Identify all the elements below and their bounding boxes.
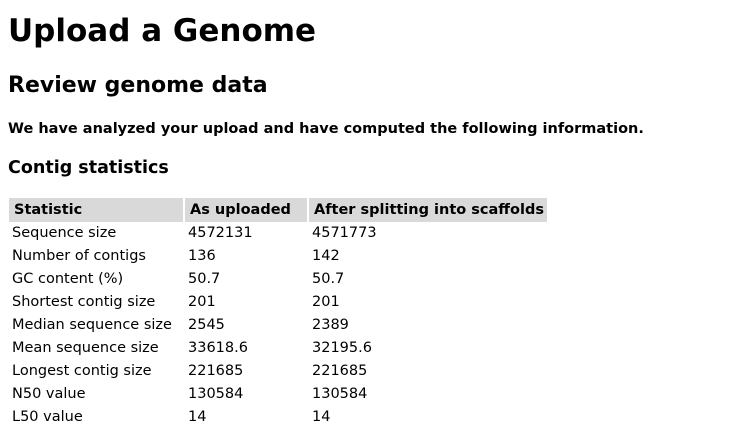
contig-statistics-table: Statistic As uploaded After splitting in…: [7, 198, 549, 429]
page-title: Upload a Genome: [8, 13, 317, 49]
as-uploaded-value: 136: [188, 248, 216, 264]
as-uploaded-value: 33618.6: [188, 340, 248, 356]
column-header-as-uploaded: As uploaded: [185, 198, 307, 222]
after-splitting-value: 4571773: [312, 225, 377, 241]
as-uploaded-value: 4572131: [188, 225, 253, 241]
table-row: Shortest contig size 201 201: [9, 291, 547, 314]
as-uploaded-value: 14: [188, 409, 207, 425]
after-splitting-value: 2389: [312, 317, 349, 333]
as-uploaded-value: 221685: [188, 363, 244, 379]
column-header-after-splitting: After splitting into scaffolds: [309, 198, 547, 222]
column-header-statistic: Statistic: [9, 198, 183, 222]
intro-text: We have analyzed your upload and have co…: [8, 121, 644, 137]
stat-label: GC content (%): [12, 271, 124, 287]
stat-label: Shortest contig size: [12, 294, 156, 310]
after-splitting-value: 130584: [312, 386, 368, 402]
page-subtitle: Review genome data: [8, 73, 268, 98]
after-splitting-value: 221685: [312, 363, 368, 379]
after-splitting-value: 142: [312, 248, 340, 264]
as-uploaded-value: 201: [188, 294, 216, 310]
stat-label: N50 value: [12, 386, 86, 402]
stat-label: Number of contigs: [12, 248, 146, 264]
as-uploaded-value: 130584: [188, 386, 244, 402]
table-header-row: Statistic As uploaded After splitting in…: [9, 198, 547, 222]
stat-label: Median sequence size: [12, 317, 172, 333]
as-uploaded-value: 50.7: [188, 271, 221, 287]
stat-label: Sequence size: [12, 225, 117, 241]
table-row: L50 value 14 14: [9, 406, 547, 429]
table-row: Number of contigs 136 142: [9, 245, 547, 268]
table-row: Longest contig size 221685 221685: [9, 360, 547, 383]
table-row: Median sequence size 2545 2389: [9, 314, 547, 337]
section-title: Contig statistics: [8, 158, 169, 178]
after-splitting-value: 32195.6: [312, 340, 372, 356]
stat-label: Mean sequence size: [12, 340, 159, 356]
as-uploaded-value: 2545: [188, 317, 225, 333]
after-splitting-value: 50.7: [312, 271, 345, 287]
table-row: GC content (%) 50.7 50.7: [9, 268, 547, 291]
stat-label: Longest contig size: [12, 363, 152, 379]
after-splitting-value: 14: [312, 409, 331, 425]
table-row: N50 value 130584 130584: [9, 383, 547, 406]
stat-label: L50 value: [12, 409, 83, 425]
table-row: Mean sequence size 33618.6 32195.6: [9, 337, 547, 360]
after-splitting-value: 201: [312, 294, 340, 310]
table-row: Sequence size 4572131 4571773: [9, 222, 547, 245]
